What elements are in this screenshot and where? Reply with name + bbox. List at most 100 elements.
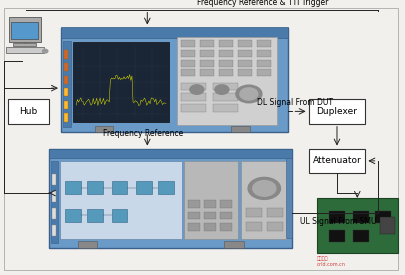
FancyBboxPatch shape	[188, 223, 200, 231]
Circle shape	[247, 177, 280, 199]
Text: Hub: Hub	[19, 107, 37, 116]
FancyBboxPatch shape	[188, 211, 200, 219]
FancyBboxPatch shape	[63, 41, 71, 127]
FancyBboxPatch shape	[51, 208, 55, 219]
FancyBboxPatch shape	[188, 200, 200, 208]
FancyBboxPatch shape	[237, 60, 251, 67]
FancyBboxPatch shape	[51, 225, 55, 236]
Circle shape	[252, 181, 275, 196]
FancyBboxPatch shape	[218, 40, 232, 48]
FancyBboxPatch shape	[199, 40, 213, 48]
FancyBboxPatch shape	[218, 69, 232, 76]
FancyBboxPatch shape	[64, 113, 68, 122]
FancyBboxPatch shape	[256, 69, 270, 76]
Text: UL Signal From SMU: UL Signal From SMU	[300, 217, 376, 226]
FancyBboxPatch shape	[199, 69, 213, 76]
Text: Duplexer: Duplexer	[316, 107, 356, 116]
FancyBboxPatch shape	[352, 211, 369, 223]
FancyBboxPatch shape	[49, 148, 292, 158]
FancyBboxPatch shape	[95, 126, 113, 132]
FancyBboxPatch shape	[218, 60, 232, 67]
Text: Attenuator: Attenuator	[312, 156, 360, 165]
FancyBboxPatch shape	[8, 99, 49, 124]
FancyBboxPatch shape	[64, 51, 68, 59]
FancyBboxPatch shape	[374, 211, 390, 223]
FancyBboxPatch shape	[231, 126, 249, 132]
FancyBboxPatch shape	[51, 174, 55, 185]
FancyBboxPatch shape	[256, 50, 270, 57]
FancyBboxPatch shape	[177, 37, 276, 125]
Circle shape	[190, 85, 203, 94]
FancyBboxPatch shape	[204, 200, 215, 208]
FancyBboxPatch shape	[64, 101, 68, 109]
FancyBboxPatch shape	[286, 158, 291, 238]
Circle shape	[43, 49, 48, 53]
FancyBboxPatch shape	[65, 209, 81, 222]
FancyBboxPatch shape	[180, 69, 194, 76]
FancyBboxPatch shape	[73, 42, 168, 122]
Circle shape	[214, 85, 228, 94]
FancyBboxPatch shape	[237, 69, 251, 76]
FancyBboxPatch shape	[87, 182, 103, 194]
FancyBboxPatch shape	[204, 223, 215, 231]
FancyBboxPatch shape	[266, 222, 282, 231]
FancyBboxPatch shape	[266, 208, 282, 217]
FancyBboxPatch shape	[13, 43, 36, 46]
FancyBboxPatch shape	[78, 241, 97, 248]
FancyBboxPatch shape	[212, 93, 237, 101]
FancyBboxPatch shape	[199, 60, 213, 67]
FancyBboxPatch shape	[158, 182, 173, 194]
FancyBboxPatch shape	[237, 50, 251, 57]
FancyBboxPatch shape	[180, 82, 205, 90]
FancyBboxPatch shape	[245, 222, 261, 231]
Text: 工程世界
orld.com.cn: 工程世界 orld.com.cn	[316, 256, 345, 267]
FancyBboxPatch shape	[64, 88, 68, 97]
FancyBboxPatch shape	[218, 50, 232, 57]
FancyBboxPatch shape	[180, 104, 205, 112]
Circle shape	[239, 88, 257, 100]
FancyBboxPatch shape	[241, 161, 287, 239]
FancyBboxPatch shape	[51, 191, 55, 202]
FancyBboxPatch shape	[308, 148, 364, 173]
FancyBboxPatch shape	[64, 63, 68, 72]
FancyBboxPatch shape	[204, 211, 215, 219]
FancyBboxPatch shape	[256, 40, 270, 48]
FancyBboxPatch shape	[256, 60, 270, 67]
FancyBboxPatch shape	[136, 182, 151, 194]
FancyBboxPatch shape	[87, 209, 103, 222]
FancyBboxPatch shape	[220, 223, 232, 231]
Text: Frequency Reference: Frequency Reference	[103, 128, 183, 138]
FancyBboxPatch shape	[51, 161, 58, 243]
FancyBboxPatch shape	[308, 99, 364, 124]
FancyBboxPatch shape	[224, 241, 243, 248]
FancyBboxPatch shape	[328, 230, 344, 242]
FancyBboxPatch shape	[183, 161, 237, 239]
FancyBboxPatch shape	[61, 28, 288, 132]
Circle shape	[235, 85, 261, 103]
FancyBboxPatch shape	[245, 208, 261, 217]
FancyBboxPatch shape	[379, 217, 394, 234]
FancyBboxPatch shape	[180, 50, 194, 57]
FancyBboxPatch shape	[11, 22, 38, 39]
Text: Frequency Reference & TTI Trigger: Frequency Reference & TTI Trigger	[196, 0, 327, 7]
FancyBboxPatch shape	[111, 209, 127, 222]
FancyBboxPatch shape	[212, 82, 237, 90]
FancyBboxPatch shape	[65, 182, 81, 194]
FancyBboxPatch shape	[328, 211, 344, 223]
FancyBboxPatch shape	[199, 50, 213, 57]
FancyBboxPatch shape	[180, 40, 194, 48]
FancyBboxPatch shape	[212, 104, 237, 112]
FancyBboxPatch shape	[180, 60, 194, 67]
FancyBboxPatch shape	[316, 198, 397, 253]
FancyBboxPatch shape	[220, 200, 232, 208]
Text: DL Signal From DUT: DL Signal From DUT	[257, 98, 333, 107]
FancyBboxPatch shape	[49, 148, 292, 248]
FancyBboxPatch shape	[111, 182, 127, 194]
FancyBboxPatch shape	[61, 28, 288, 38]
FancyBboxPatch shape	[6, 47, 44, 53]
FancyBboxPatch shape	[352, 230, 369, 242]
FancyBboxPatch shape	[220, 211, 232, 219]
FancyBboxPatch shape	[237, 40, 251, 48]
FancyBboxPatch shape	[60, 161, 182, 239]
FancyBboxPatch shape	[9, 18, 40, 42]
